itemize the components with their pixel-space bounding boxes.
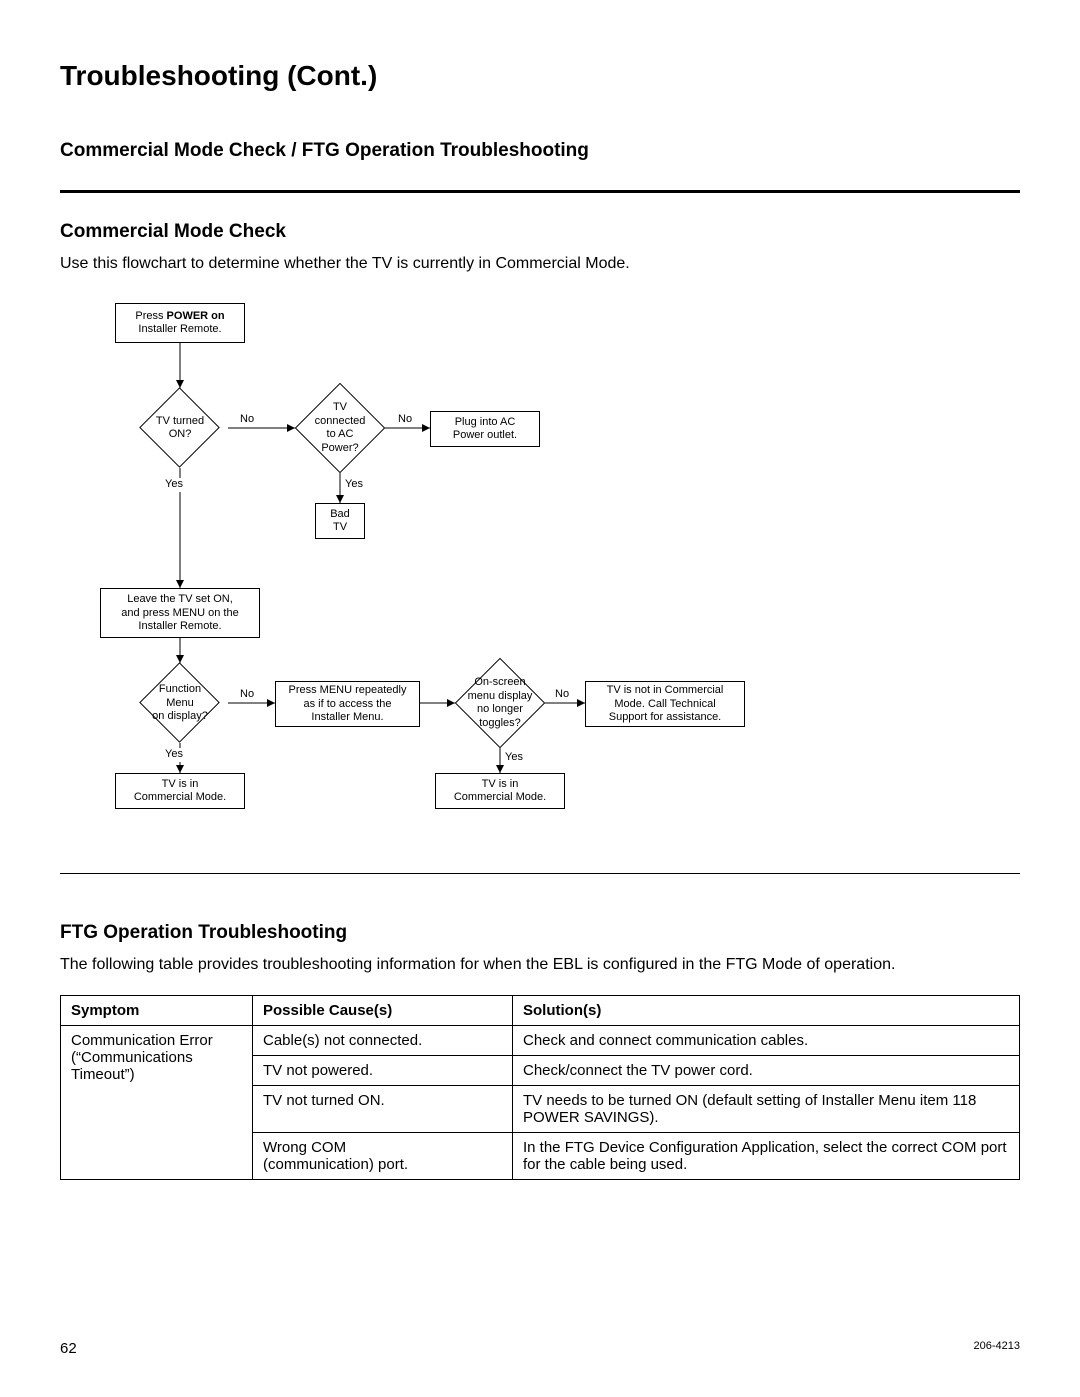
cell-sol-3: TV needs to be turned ON (default settin… [513, 1085, 1020, 1132]
table-row: Communication Error (“Communications Tim… [61, 1025, 1020, 1055]
ftg-heading: FTG Operation Troubleshooting [60, 922, 1020, 944]
flow-d2-no: No [398, 413, 412, 427]
flow-d4-l3: no longer [477, 703, 523, 715]
sym-l3: Timeout”) [71, 1066, 135, 1083]
flow-d4-no: No [555, 688, 569, 702]
flow-press-l3: Installer Menu. [311, 711, 383, 723]
flow-plug-text: Plug into AC Power outlet. [439, 416, 531, 444]
section-title: Commercial Mode Check / FTG Operation Tr… [60, 140, 1020, 162]
flow-d4-l4: toggles? [479, 717, 521, 729]
cmc-intro: Use this flowchart to determine whether … [60, 253, 1020, 275]
ftg-table: Symptom Possible Cause(s) Solution(s) Co… [60, 995, 1020, 1180]
c4-l2: (communication) port. [263, 1156, 408, 1173]
flow-incom1-l2: Commercial Mode. [134, 791, 226, 803]
flow-start-bold: POWER on [164, 310, 225, 322]
flow-bad-box: Bad TV [315, 503, 365, 539]
flow-leave-l1: Leave the TV set ON, [127, 593, 233, 605]
footer: 62 206-4213 [60, 1340, 1020, 1357]
doc-number: 206-4213 [974, 1340, 1021, 1357]
flow-press-l2: as if to access the [303, 698, 391, 710]
flow-d2-l3: to AC [327, 428, 354, 440]
cell-cause-3: TV not turned ON. [253, 1085, 513, 1132]
flow-d2-l4: Power? [321, 442, 358, 454]
flow-incom2-l2: Commercial Mode. [454, 791, 546, 803]
th-cause: Possible Cause(s) [253, 995, 513, 1025]
cell-symptom: Communication Error (“Communications Tim… [61, 1025, 253, 1179]
flow-d1-text: TV turned ON? [140, 388, 220, 468]
flow-start-l2: Installer Remote. [138, 323, 221, 335]
flow-d1: TV turned ON? [140, 388, 220, 468]
flow-d3: Function Menu on display? [140, 663, 220, 743]
flow-incom2-l1: TV is in [482, 778, 519, 790]
c4-l1: Wrong COM [263, 1139, 346, 1156]
page-title: Troubleshooting (Cont.) [60, 60, 1020, 92]
cell-sol-1: Check and connect communication cables. [513, 1025, 1020, 1055]
flow-incom1-l1: TV is in [162, 778, 199, 790]
flow-leave-l2: and press MENU on the [121, 607, 238, 619]
flow-plug-box: Plug into AC Power outlet. [430, 411, 540, 447]
flow-d1-no: No [240, 413, 254, 427]
page-number: 62 [60, 1340, 77, 1357]
cell-sol-4: In the FTG Device Configuration Applicat… [513, 1132, 1020, 1179]
flow-notcom-l2: Mode. Call Technical [614, 698, 715, 710]
flow-notcom-box: TV is not in Commercial Mode. Call Techn… [585, 681, 745, 727]
flow-start-pre: Press [135, 310, 163, 322]
flow-press-l1: Press MENU repeatedly [289, 684, 407, 696]
flow-start-box: Press POWER on Installer Remote. [115, 303, 245, 343]
flow-notcom-l3: Support for assistance. [609, 711, 722, 723]
th-symptom: Symptom [61, 995, 253, 1025]
flow-d2: TV connected to AC Power? [295, 383, 385, 473]
flow-incom1-box: TV is in Commercial Mode. [115, 773, 245, 809]
flow-leave-box: Leave the TV set ON, and press MENU on t… [100, 588, 260, 638]
flow-d4-l1: On-screen [474, 676, 525, 688]
thin-rule [60, 873, 1020, 874]
cell-cause-1: Cable(s) not connected. [253, 1025, 513, 1055]
flow-press-box: Press MENU repeatedly as if to access th… [275, 681, 420, 727]
sym-l1: Communication Error [71, 1032, 213, 1049]
flow-d3-l3: on display? [152, 710, 208, 722]
flow-bad-text: Bad TV [324, 508, 356, 536]
flow-d4-yes: Yes [505, 751, 523, 765]
flow-d3-l2: Menu [166, 697, 194, 709]
cell-cause-4: Wrong COM (communication) port. [253, 1132, 513, 1179]
cmc-heading: Commercial Mode Check [60, 221, 1020, 243]
cell-sol-2: Check/connect the TV power cord. [513, 1055, 1020, 1085]
cell-cause-2: TV not powered. [253, 1055, 513, 1085]
flow-d4: On-screen menu display no longer toggles… [455, 658, 545, 748]
flowchart-lines [60, 293, 1020, 833]
heavy-rule [60, 190, 1020, 193]
flow-d2-l1: TV [333, 401, 347, 413]
sym-l2: (“Communications [71, 1049, 193, 1066]
flow-incom2-box: TV is in Commercial Mode. [435, 773, 565, 809]
flow-d1-yes: Yes [165, 478, 183, 492]
flow-d2-yes: Yes [345, 478, 363, 492]
flowchart: Press POWER on Installer Remote. TV turn… [60, 293, 1020, 833]
flow-d3-l1: Function [159, 683, 201, 695]
th-solution: Solution(s) [513, 995, 1020, 1025]
ftg-intro: The following table provides troubleshoo… [60, 954, 1020, 976]
flow-notcom-l1: TV is not in Commercial [607, 684, 724, 696]
table-header-row: Symptom Possible Cause(s) Solution(s) [61, 995, 1020, 1025]
flow-d4-l2: menu display [468, 690, 533, 702]
flow-d3-yes: Yes [165, 748, 183, 762]
flow-d2-l2: connected [315, 415, 366, 427]
flow-d3-no: No [240, 688, 254, 702]
flow-leave-l3: Installer Remote. [138, 620, 221, 632]
